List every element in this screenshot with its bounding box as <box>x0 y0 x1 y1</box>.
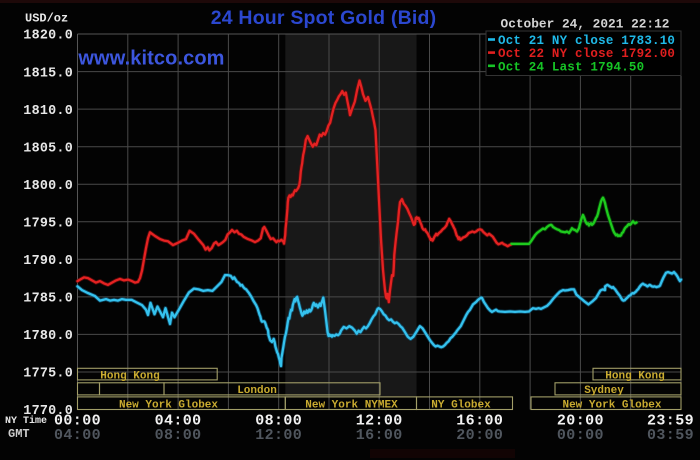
svg-text:1790.0: 1790.0 <box>23 254 73 269</box>
svg-text:NY Time: NY Time <box>5 415 47 427</box>
svg-text:1770.0: 1770.0 <box>23 404 73 419</box>
svg-text:00:00: 00:00 <box>557 427 604 444</box>
svg-text:New York NYMEX: New York NYMEX <box>305 399 398 411</box>
svg-text:October 24, 2021 22:12: October 24, 2021 22:12 <box>501 16 670 31</box>
svg-text:04:00: 04:00 <box>155 412 202 429</box>
svg-text:New York Globex: New York Globex <box>562 399 661 411</box>
svg-text:1800.0: 1800.0 <box>23 179 73 194</box>
svg-text:Hong Kong: Hong Kong <box>100 370 159 382</box>
svg-text:1775.0: 1775.0 <box>23 367 73 382</box>
svg-text:1785.0: 1785.0 <box>23 292 73 307</box>
svg-text:Oct 21 NY close 1783.10: Oct 21 NY close 1783.10 <box>498 34 675 48</box>
svg-text:New York Globex: New York Globex <box>119 399 218 411</box>
svg-text:23:59: 23:59 <box>647 412 694 429</box>
svg-text:Hong Kong: Hong Kong <box>605 370 664 382</box>
svg-text:NY Globex: NY Globex <box>431 399 491 411</box>
svg-text:1805.0: 1805.0 <box>23 141 73 156</box>
svg-text:London: London <box>237 385 277 397</box>
svg-text:16:00: 16:00 <box>456 412 503 429</box>
svg-text:03:59: 03:59 <box>647 427 694 444</box>
svg-text:Oct 22 NY close 1792.00: Oct 22 NY close 1792.00 <box>498 47 675 61</box>
svg-text:08:00: 08:00 <box>155 427 202 444</box>
svg-text:1815.0: 1815.0 <box>23 66 73 81</box>
svg-text:1780.0: 1780.0 <box>23 329 73 344</box>
svg-text:16:00: 16:00 <box>356 427 403 444</box>
svg-text:1810.0: 1810.0 <box>23 104 73 119</box>
svg-text:20:00: 20:00 <box>557 412 604 429</box>
svg-text:1795.0: 1795.0 <box>23 217 73 232</box>
svg-text:12:00: 12:00 <box>255 427 302 444</box>
svg-text:12:00: 12:00 <box>356 412 403 429</box>
svg-text:GMT: GMT <box>8 427 30 441</box>
svg-text:Sydney: Sydney <box>584 385 624 397</box>
svg-text:USD/oz: USD/oz <box>25 12 68 26</box>
svg-text:www.kitco.com: www.kitco.com <box>77 48 224 70</box>
svg-text:00:00: 00:00 <box>54 412 101 429</box>
svg-text:24 Hour Spot Gold (Bid): 24 Hour Spot Gold (Bid) <box>211 7 437 29</box>
svg-text:04:00: 04:00 <box>54 427 101 444</box>
svg-text:20:00: 20:00 <box>456 427 503 444</box>
svg-text:08:00: 08:00 <box>255 412 302 429</box>
svg-text:1820.0: 1820.0 <box>23 29 73 44</box>
svg-text:Oct 24 Last 1794.50: Oct 24 Last 1794.50 <box>498 60 644 74</box>
